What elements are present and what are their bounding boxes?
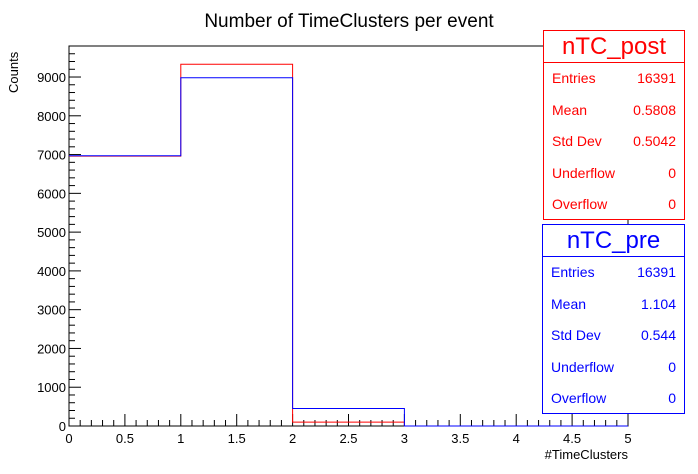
stats-value: 1.104 [640, 295, 676, 312]
stats-label: Underflow [551, 358, 615, 375]
stats-label: Std Dev [552, 133, 602, 150]
stats-row: Mean 0.5808 [544, 95, 684, 127]
x-tick-label: 1.5 [228, 431, 246, 446]
y-tick-label: 5000 [37, 225, 66, 240]
stats-value: 0 [668, 196, 676, 213]
y-tick-label: 0 [59, 419, 66, 434]
stats-label: Overflow [552, 196, 608, 213]
y-tick-label: 8000 [37, 109, 66, 124]
y-tick-label: 2000 [37, 341, 66, 356]
x-tick-label: 3.5 [451, 431, 469, 446]
stats-label: Underflow [552, 164, 616, 181]
x-tick-label: 1 [177, 431, 184, 446]
stats-box-post: nTC_post Entries 16391 Mean 0.5808 Std Dev… [543, 30, 685, 220]
stats-label: Mean [552, 101, 588, 118]
x-tick-label: 4.5 [563, 431, 581, 446]
stats-value: 0.5042 [633, 133, 676, 150]
y-tick-label: 7000 [37, 148, 66, 163]
stats-value: 0 [668, 164, 676, 181]
stats-box-pre: nTC_pre Entries 16391 Mean 1.104 Std Dev 0.… [542, 224, 685, 414]
x-tick-label: 5 [624, 431, 631, 446]
stats-value: 16391 [637, 264, 676, 280]
stats-value: 0 [668, 390, 676, 407]
stats-row: Std Dev 0.544 [543, 320, 684, 352]
stats-value: 0 [668, 358, 676, 375]
y-tick-label: 1000 [37, 380, 66, 395]
x-tick-label: 3 [401, 431, 408, 446]
x-tick-label: 2.5 [339, 431, 357, 446]
series-nTC_pre [69, 77, 628, 427]
stats-row: Entries 16391 [543, 257, 684, 289]
stats-box-pre-title: nTC_pre [543, 225, 684, 257]
x-axis-label: #TimeClusters [545, 447, 629, 462]
stats-box-post-title: nTC_post [544, 31, 684, 63]
stats-value: 0.544 [640, 327, 676, 344]
stats-value: 0.5808 [633, 101, 676, 118]
stats-row: Underflow 0 [544, 158, 684, 190]
stats-label: Mean [551, 295, 587, 312]
y-tick-label: 3000 [37, 303, 66, 318]
stats-row: Std Dev 0.5042 [544, 126, 684, 158]
stats-row: Overflow 0 [543, 383, 684, 415]
x-tick-label: 2 [289, 431, 296, 446]
stats-row: Mean 1.104 [543, 289, 684, 321]
y-tick-label: 4000 [37, 264, 66, 279]
stats-label: Overflow [551, 390, 607, 407]
chart-title: Number of TimeClusters per event [204, 11, 494, 32]
stats-label: Entries [551, 264, 595, 280]
x-tick-label: 0 [65, 431, 72, 446]
stats-value: 16391 [637, 70, 676, 86]
stats-row: Entries 16391 [544, 63, 684, 95]
y-tick-label: 6000 [37, 186, 66, 201]
x-tick-label: 0.5 [116, 431, 134, 446]
stats-row: Underflow 0 [543, 352, 684, 384]
stats-row: Overflow 0 [544, 189, 684, 221]
stats-label: Std Dev [551, 327, 601, 344]
x-tick-label: 4 [513, 431, 520, 446]
y-tick-label: 9000 [37, 70, 66, 85]
stats-label: Entries [552, 70, 596, 86]
y-axis-label: Counts [6, 51, 21, 93]
